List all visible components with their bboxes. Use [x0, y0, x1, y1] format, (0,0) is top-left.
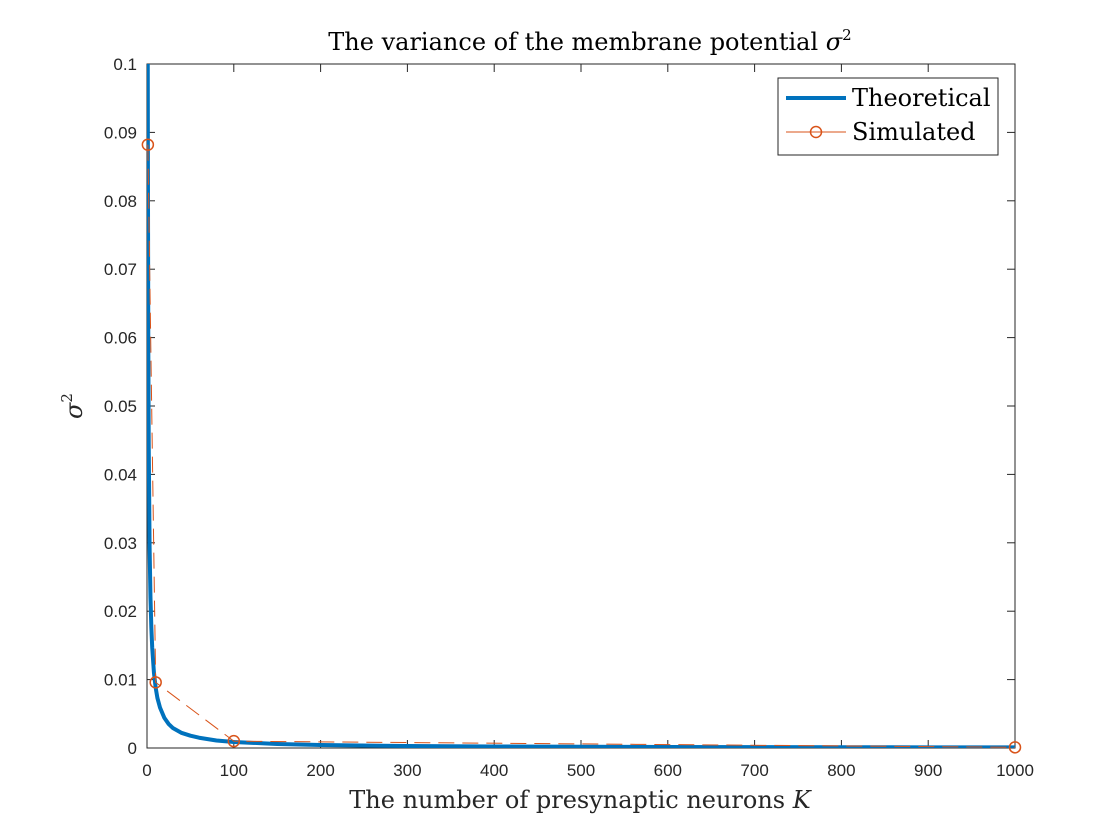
- legend: Theoretical Simulated: [777, 77, 999, 156]
- y-axis-label-symbol: σ: [60, 402, 88, 419]
- series-line-theoretical: [147, 64, 1015, 748]
- x-tick-label: 600: [654, 761, 682, 780]
- y-tick-label: 0.06: [104, 329, 137, 348]
- y-tick-label: 0.09: [104, 123, 137, 142]
- x-axis-label-symbol: K: [792, 786, 813, 814]
- x-tick-label: 0: [142, 761, 151, 780]
- legend-marker-simulated: [809, 125, 823, 139]
- data-point-simulated: [227, 734, 241, 748]
- x-axis-label-text: The number of presynaptic neurons: [349, 786, 792, 814]
- y-tick-label: 0.05: [104, 397, 137, 416]
- x-tick-label: 200: [306, 761, 334, 780]
- chart-title-text: The variance of the membrane potential: [328, 28, 825, 56]
- data-point-simulated: [141, 138, 155, 151]
- legend-label-theoretical: Theoretical: [852, 84, 991, 112]
- plot-area: [146, 63, 1016, 749]
- series-layer: [141, 64, 1022, 754]
- data-point-simulated: [149, 676, 162, 689]
- legend-label-simulated: Simulated: [852, 118, 976, 146]
- y-tick-label: 0.1: [113, 55, 137, 74]
- y-tick-label: 0.04: [104, 465, 137, 484]
- y-tick-label: 0.07: [104, 260, 137, 279]
- x-tick-label: 800: [827, 761, 855, 780]
- x-tick-label: 500: [567, 761, 595, 780]
- data-point-simulated: [1008, 741, 1022, 754]
- x-tick-label: 700: [740, 761, 768, 780]
- y-axis-label: σ2: [58, 393, 88, 419]
- x-tick-label: 1000: [996, 761, 1034, 780]
- chart-title-superscript: 2: [842, 26, 852, 44]
- y-tick-label: 0.02: [104, 602, 137, 621]
- x-axis-label: The number of presynaptic neurons K: [349, 786, 812, 814]
- x-tick-label: 300: [393, 761, 421, 780]
- chart-title: The variance of the membrane potential σ…: [328, 26, 851, 56]
- y-tick-label: 0.03: [104, 534, 137, 553]
- x-tick-label: 400: [480, 761, 508, 780]
- x-axis: 0 100 200 300 400 500 600 700 800 900 1000: [142, 64, 1034, 780]
- chart-title-symbol: σ: [826, 28, 843, 56]
- y-tick-label: 0: [128, 739, 137, 758]
- y-tick-label: 0.01: [104, 671, 137, 690]
- y-axis-label-superscript: 2: [58, 393, 76, 403]
- y-tick-label: 0.08: [104, 192, 137, 211]
- x-tick-label: 100: [220, 761, 248, 780]
- legend-box: [777, 77, 999, 156]
- series-line-simulated: [147, 144, 1015, 748]
- x-tick-label: 900: [914, 761, 942, 780]
